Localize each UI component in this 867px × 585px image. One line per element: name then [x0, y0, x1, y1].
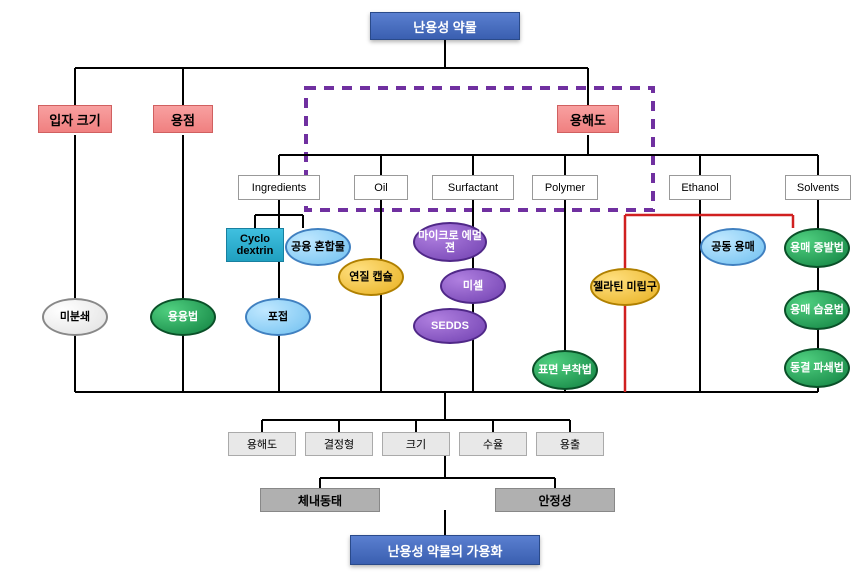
- node-stab: 안정성: [495, 488, 615, 512]
- node-cd: Cyclo dextrin: [226, 228, 284, 262]
- node-pk: 체내동태: [260, 488, 380, 512]
- node-miboon: 미분쇄: [42, 298, 108, 336]
- node-b-rel: 용출: [536, 432, 604, 456]
- node-particle: 입자 크기: [38, 105, 112, 133]
- node-pyomyeon: 표면 부착법: [532, 350, 598, 390]
- node-freeze: 동결 파쇄법: [784, 348, 850, 388]
- node-yeonjil: 연질 캡슐: [338, 258, 404, 296]
- node-eth: Ethanol: [669, 175, 731, 200]
- node-gongyung: 공융 혼합물: [285, 228, 351, 266]
- node-micro: 마이크로 에멀젼: [413, 222, 487, 262]
- node-gelatin: 젤라틴 미립구: [590, 268, 660, 306]
- connector: [320, 478, 555, 488]
- node-solub: 용해도: [557, 105, 619, 133]
- node-micelle: 미셀: [440, 268, 506, 304]
- node-final: 난용성 약물의 가용화: [350, 535, 540, 565]
- node-solv: Solvents: [785, 175, 851, 200]
- node-sedds: SEDDS: [413, 308, 487, 344]
- node-wet: 용매 습윤법: [784, 290, 850, 330]
- connector-layer: [0, 0, 867, 585]
- node-root: 난용성 약물: [370, 12, 520, 40]
- node-b-sol: 용해도: [228, 432, 296, 456]
- node-ingr: Ingredients: [238, 175, 320, 200]
- node-surf: Surfactant: [432, 175, 514, 200]
- node-b-size: 크기: [382, 432, 450, 456]
- node-b-crys: 결정형: [305, 432, 373, 456]
- node-pojeom: 포접: [245, 298, 311, 336]
- node-b-yield: 수율: [459, 432, 527, 456]
- node-melting: 용점: [153, 105, 213, 133]
- node-poly: Polymer: [532, 175, 598, 200]
- node-evap: 용매 증발법: [784, 228, 850, 268]
- node-yong: 용융법: [150, 298, 216, 336]
- node-cosolvent: 공동 용매: [700, 228, 766, 266]
- node-oil: Oil: [354, 175, 408, 200]
